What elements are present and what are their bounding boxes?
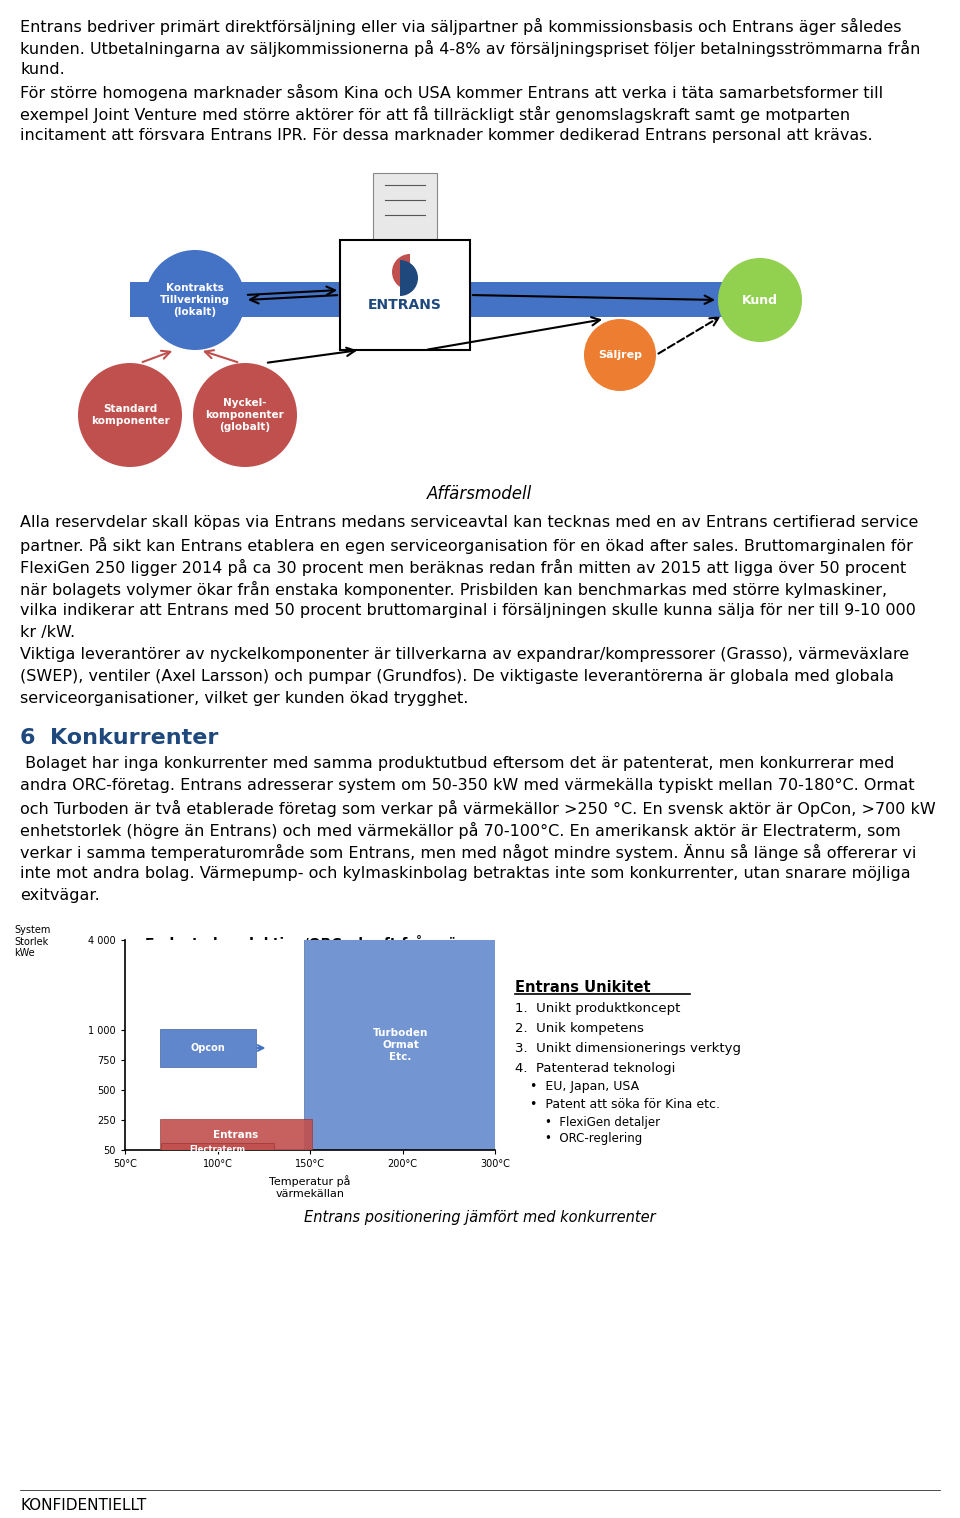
- Circle shape: [193, 363, 297, 468]
- Text: Electraterm: Electraterm: [189, 1145, 246, 1154]
- Text: Entrans: Entrans: [213, 1129, 258, 1140]
- Text: Konkurrenter: Konkurrenter: [50, 729, 218, 748]
- Circle shape: [718, 258, 802, 342]
- Text: Nyckel-
komponenter
(globalt): Nyckel- komponenter (globalt): [205, 398, 284, 431]
- Text: (SWEP), ventiler (Axel Larsson) och pumpar (Grundfos). De viktigaste leverantöre: (SWEP), ventiler (Axel Larsson) och pump…: [20, 669, 894, 685]
- Text: kr /kW.: kr /kW.: [20, 625, 75, 641]
- Text: Entrans positionering jämfört med konkurrenter: Entrans positionering jämfört med konkur…: [304, 1210, 656, 1225]
- Text: Viktiga leverantörer av nyckelkomponenter är tillverkarna av expandrar/kompresso: Viktiga leverantörer av nyckelkomponente…: [20, 647, 909, 662]
- Circle shape: [145, 250, 245, 351]
- Text: Opcon: Opcon: [191, 1043, 226, 1053]
- Text: andra ORC-företag. Entrans adresserar system om 50-350 kW med värmekälla typiskt: andra ORC-företag. Entrans adresserar sy…: [20, 779, 915, 792]
- FancyBboxPatch shape: [161, 1143, 274, 1155]
- Text: Kund: Kund: [742, 293, 778, 307]
- Text: verkar i samma temperaturområde som Entrans, men med något mindre system. Ännu s: verkar i samma temperaturområde som Entr…: [20, 844, 917, 861]
- Text: Entrans bedriver primärt direktförsäljning eller via säljpartner på kommissionsb: Entrans bedriver primärt direktförsäljni…: [20, 18, 901, 35]
- Text: 1.  Unikt produktkoncept: 1. Unikt produktkoncept: [515, 1002, 681, 1016]
- Text: KONFIDENTIELLT: KONFIDENTIELLT: [20, 1498, 146, 1513]
- Text: Entrans Unikitet: Entrans Unikitet: [515, 981, 651, 994]
- Text: Turboden
Ormat
Etc.: Turboden Ormat Etc.: [373, 1028, 428, 1061]
- Text: 6: 6: [20, 729, 36, 748]
- Text: System
Storlek
kWe: System Storlek kWe: [14, 924, 50, 958]
- Wedge shape: [400, 260, 418, 296]
- Text: vilka indikerar att Entrans med 50 procent bruttomarginal i försäljningen skulle: vilka indikerar att Entrans med 50 proce…: [20, 603, 916, 618]
- Text: Affärsmodell: Affärsmodell: [427, 484, 533, 502]
- Text: Alla reservdelar skall köpas via Entrans medans serviceavtal kan tecknas med en : Alla reservdelar skall köpas via Entrans…: [20, 515, 919, 530]
- Text: Endast elproduktion/ORC – kraft från värme: Endast elproduktion/ORC – kraft från vär…: [145, 935, 488, 950]
- FancyBboxPatch shape: [130, 282, 760, 317]
- Text: partner. På sikt kan Entrans etablera en egen serviceorganisation för en ökad af: partner. På sikt kan Entrans etablera en…: [20, 537, 913, 554]
- FancyBboxPatch shape: [340, 240, 470, 351]
- Text: incitament att försvara Entrans IPR. För dessa marknader kommer dedikerad Entran: incitament att försvara Entrans IPR. För…: [20, 128, 873, 143]
- Text: 4.  Patenterad teknologi: 4. Patenterad teknologi: [515, 1063, 676, 1075]
- Text: Säljrep: Säljrep: [598, 351, 642, 360]
- Text: Standard
komponenter: Standard komponenter: [90, 404, 169, 427]
- Text: kunden. Utbetalningarna av säljkommissionerna på 4-8% av försäljningspriset följ: kunden. Utbetalningarna av säljkommissio…: [20, 39, 921, 58]
- FancyBboxPatch shape: [304, 940, 497, 1151]
- Wedge shape: [392, 254, 410, 290]
- Text: Kontrakts
Tillverkning
(lokalt): Kontrakts Tillverkning (lokalt): [160, 284, 230, 317]
- Text: FlexiGen 250 ligger 2014 på ca 30 procent men beräknas redan från mitten av 2015: FlexiGen 250 ligger 2014 på ca 30 procen…: [20, 559, 906, 575]
- Text: kund.: kund.: [20, 62, 64, 77]
- Text: när bolagets volymer ökar från enstaka komponenter. Prisbilden kan benchmarkas m: när bolagets volymer ökar från enstaka k…: [20, 581, 887, 598]
- Text: ENTRANS: ENTRANS: [368, 298, 442, 313]
- Text: exitvägar.: exitvägar.: [20, 888, 100, 903]
- Text: Bolaget har inga konkurrenter med samma produktutbud eftersom det är patenterat,: Bolaget har inga konkurrenter med samma …: [20, 756, 895, 771]
- Text: 2.  Unik kompetens: 2. Unik kompetens: [515, 1022, 644, 1035]
- Text: serviceorganisationer, vilket ger kunden ökad trygghet.: serviceorganisationer, vilket ger kunden…: [20, 691, 468, 706]
- Text: enhetstorlek (högre än Entrans) och med värmekällor på 70-100°C. En amerikansk a: enhetstorlek (högre än Entrans) och med …: [20, 823, 900, 839]
- Text: För större homogena marknader såsom Kina och USA kommer Entrans att verka i täta: För större homogena marknader såsom Kina…: [20, 83, 883, 102]
- FancyBboxPatch shape: [373, 173, 437, 247]
- Circle shape: [78, 363, 182, 468]
- Text: inte mot andra bolag. Värmepump- och kylmaskinbolag betraktas inte som konkurren: inte mot andra bolag. Värmepump- och kyl…: [20, 865, 911, 880]
- FancyBboxPatch shape: [160, 1029, 256, 1067]
- Text: och Turboden är två etablerade företag som verkar på värmekällor >250 °C. En sve: och Turboden är två etablerade företag s…: [20, 800, 936, 817]
- Text: •  FlexiGen detaljer: • FlexiGen detaljer: [545, 1116, 660, 1129]
- Text: •  Patent att söka för Kina etc.: • Patent att söka för Kina etc.: [530, 1098, 720, 1111]
- FancyBboxPatch shape: [160, 1119, 312, 1151]
- Text: Temperatur på
värmekällan: Temperatur på värmekällan: [269, 1175, 350, 1199]
- Circle shape: [584, 319, 656, 392]
- Text: exempel Joint Venture med större aktörer för att få tillräckligt står genomslags: exempel Joint Venture med större aktörer…: [20, 106, 851, 123]
- Text: •  ORC-reglering: • ORC-reglering: [545, 1132, 642, 1145]
- Text: 3.  Unikt dimensionerings verktyg: 3. Unikt dimensionerings verktyg: [515, 1041, 741, 1055]
- Text: •  EU, Japan, USA: • EU, Japan, USA: [530, 1079, 639, 1093]
